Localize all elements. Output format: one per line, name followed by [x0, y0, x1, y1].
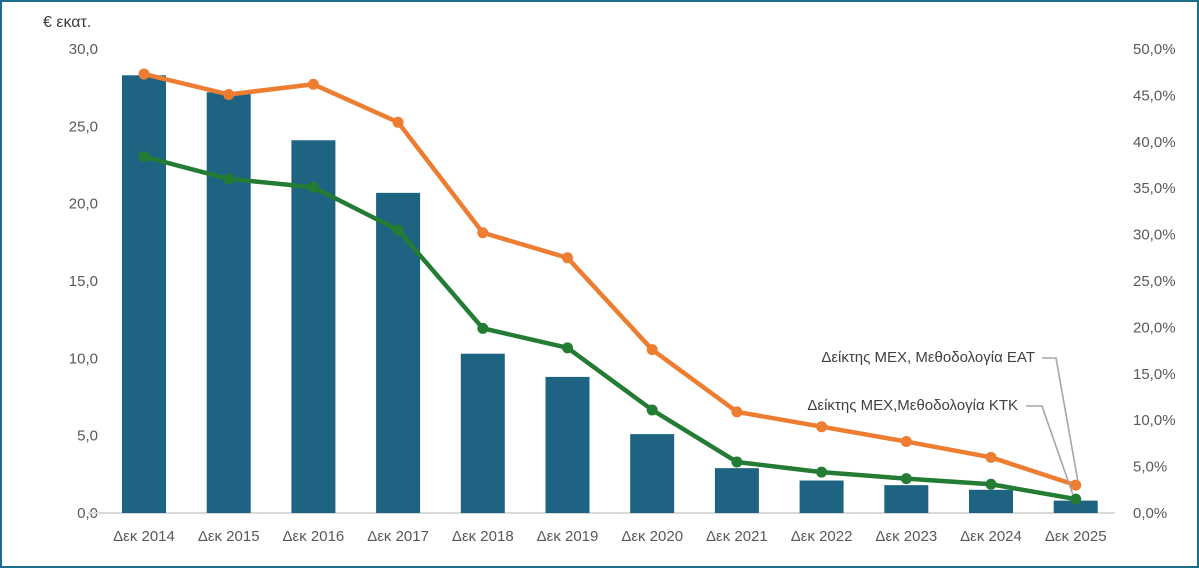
point-s1-2 — [307, 181, 319, 193]
point-s1-6 — [646, 404, 658, 416]
point-s1-8 — [816, 466, 828, 478]
annotation-ktk-label: Δείκτης ΜΕΧ,Μεθοδολογία ΚΤΚ — [807, 397, 1018, 414]
bar-4 — [460, 353, 505, 513]
right-tick-label: 50,0% — [1133, 41, 1176, 58]
right-tick-label: 10,0% — [1133, 412, 1176, 429]
point-s1-10 — [985, 478, 997, 490]
point-s0-8 — [816, 421, 828, 433]
point-s0-4 — [477, 227, 489, 239]
right-tick-label: 40,0% — [1133, 134, 1176, 151]
left-tick-label: 10,0 — [69, 350, 98, 367]
x-tick-label: Δεκ 2025 — [1045, 528, 1107, 545]
bar-1 — [206, 92, 251, 513]
right-tick-label: 25,0% — [1133, 273, 1176, 290]
line-path-0 — [141, 71, 1078, 488]
annotation-leader-lines — [1026, 357, 1079, 495]
right-tick-label: 0,0% — [1133, 505, 1167, 522]
x-tick-label: Δεκ 2021 — [706, 528, 768, 545]
bar-9 — [884, 485, 929, 513]
leader-line-0 — [1042, 357, 1079, 481]
bar-5 — [545, 376, 590, 513]
right-tick-label: 20,0% — [1133, 319, 1176, 336]
x-tick-label: Δεκ 2018 — [452, 528, 514, 545]
leader-line-1 — [1026, 405, 1074, 495]
left-axis-title: € εκατ. — [43, 14, 92, 31]
point-s1-3 — [392, 224, 404, 236]
x-tick-label: Δεκ 2017 — [367, 528, 429, 545]
bar-8 — [799, 480, 844, 513]
point-s1-11 — [1070, 493, 1082, 505]
point-s0-1 — [223, 88, 235, 100]
point-s1-4 — [477, 322, 489, 334]
point-s0-3 — [392, 116, 404, 128]
bars-group — [122, 75, 1098, 513]
bar-10 — [969, 489, 1013, 513]
point-s1-5 — [562, 342, 573, 354]
x-tick-label: Δεκ 2019 — [537, 528, 599, 545]
x-tick-label: Δεκ 2015 — [198, 528, 260, 545]
point-s0-10 — [985, 451, 997, 463]
right-tick-label: 35,0% — [1133, 180, 1176, 197]
right-tick-label: 30,0% — [1133, 227, 1176, 244]
bar-6 — [630, 434, 675, 513]
point-s0-2 — [307, 78, 319, 90]
point-s1-7 — [731, 456, 743, 468]
line-series-0 — [138, 68, 1082, 491]
bar-7 — [714, 468, 759, 513]
point-s1-0 — [138, 151, 150, 163]
x-tick-label: Δεκ 2024 — [960, 528, 1022, 545]
left-tick-label: 25,0 — [69, 118, 98, 135]
line-path-1 — [141, 154, 1078, 502]
point-s1-1 — [223, 173, 235, 185]
point-s0-9 — [900, 436, 912, 448]
right-tick-label: 45,0% — [1133, 87, 1176, 104]
y-axis-left-labels: 30,0 25,0 20,0 15,0 10,0 5,0 0,0 — [69, 41, 98, 522]
left-tick-label: 20,0 — [69, 196, 98, 213]
left-tick-label: 15,0 — [69, 273, 98, 290]
point-s1-9 — [900, 473, 912, 485]
point-s0-5 — [562, 252, 573, 264]
annotation-eat-label: Δείκτης ΜΕΧ, Μεθοδολογία ΕΑΤ — [821, 349, 1035, 366]
bar-2 — [291, 140, 336, 513]
bar-3 — [376, 192, 421, 513]
point-s0-0 — [138, 68, 150, 80]
lines-group — [138, 68, 1082, 505]
x-tick-label: Δεκ 2022 — [791, 528, 853, 545]
line-series-1 — [138, 151, 1082, 505]
x-tick-label: Δεκ 2014 — [113, 528, 175, 545]
x-tick-label: Δεκ 2016 — [283, 528, 345, 545]
x-tick-label: Δεκ 2023 — [875, 528, 937, 545]
x-axis-labels: Δεκ 2014 Δεκ 2015 Δεκ 2016 Δεκ 2017 Δεκ 2018… — [113, 528, 1106, 545]
left-tick-label: 0,0 — [77, 505, 98, 522]
point-s0-11 — [1070, 479, 1082, 491]
point-s0-6 — [646, 344, 658, 356]
left-tick-label: 5,0 — [77, 428, 98, 445]
right-tick-label: 5,0% — [1133, 459, 1167, 476]
left-tick-label: 30,0 — [69, 41, 98, 58]
y-axis-right-labels: 50,0% 45,0% 40,0% 35,0% 30,0% 25,0% 20,0% 15,0%… — [1133, 41, 1176, 522]
bar-0 — [122, 75, 166, 513]
point-s0-7 — [731, 406, 743, 418]
bar-11 — [1053, 500, 1098, 513]
x-tick-label: Δεκ 2020 — [621, 528, 683, 545]
right-tick-label: 15,0% — [1133, 366, 1176, 383]
